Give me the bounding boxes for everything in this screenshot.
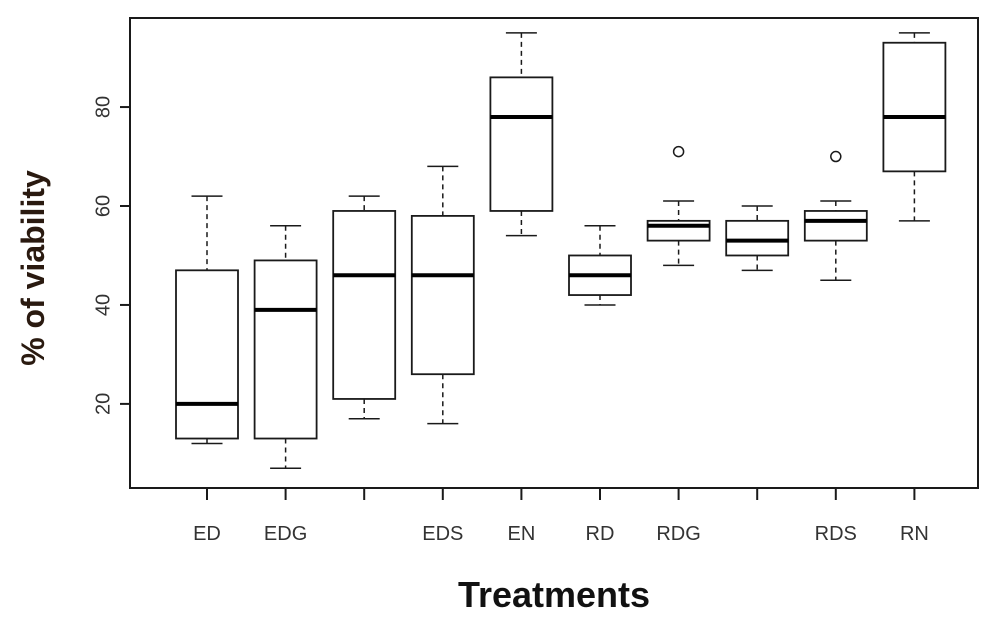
box-group-3 — [332, 195, 397, 420]
box-group-8 — [725, 205, 790, 272]
box-edg — [253, 225, 318, 469]
x-axis: ED EDG EDS EN RD RDG RDS RN — [193, 488, 929, 545]
y-tick-label: 60 — [92, 195, 114, 217]
x-tick-label: EN — [508, 523, 536, 545]
box-ed — [175, 195, 239, 445]
x-tick-label: RDG — [656, 523, 700, 545]
box-iqr — [882, 41, 947, 173]
y-tick-label: 80 — [92, 96, 114, 118]
x-axis-title: Treatments — [458, 574, 650, 615]
box-iqr — [410, 214, 475, 376]
box-iqr — [489, 76, 554, 212]
x-tick-label: RN — [900, 523, 929, 545]
box-iqr — [253, 259, 318, 440]
x-tick-label: RD — [586, 523, 615, 545]
box-iqr — [175, 269, 239, 440]
plot-frame — [129, 17, 979, 489]
box-eds — [410, 165, 475, 425]
outlier-point — [672, 145, 685, 158]
x-tick-label: ED — [193, 523, 221, 545]
x-tick-label: RDS — [815, 523, 857, 545]
outlier-point — [830, 150, 842, 163]
y-tick-label: 40 — [92, 294, 114, 316]
y-axis-title: % of viability — [15, 170, 51, 366]
box-en — [489, 32, 554, 237]
box-rdg — [646, 145, 711, 267]
x-tick-label: EDG — [264, 523, 307, 545]
y-tick-label: 20 — [92, 393, 114, 415]
y-axis: 20 40 60 80 — [92, 96, 130, 415]
x-tick-label: EDS — [422, 523, 463, 545]
box-iqr — [332, 210, 397, 400]
box-rn — [882, 32, 947, 222]
box-iqr — [803, 210, 868, 242]
boxes-group — [175, 32, 947, 469]
box-rds — [803, 150, 868, 281]
box-rd — [568, 225, 632, 306]
box-iqr — [725, 219, 790, 257]
